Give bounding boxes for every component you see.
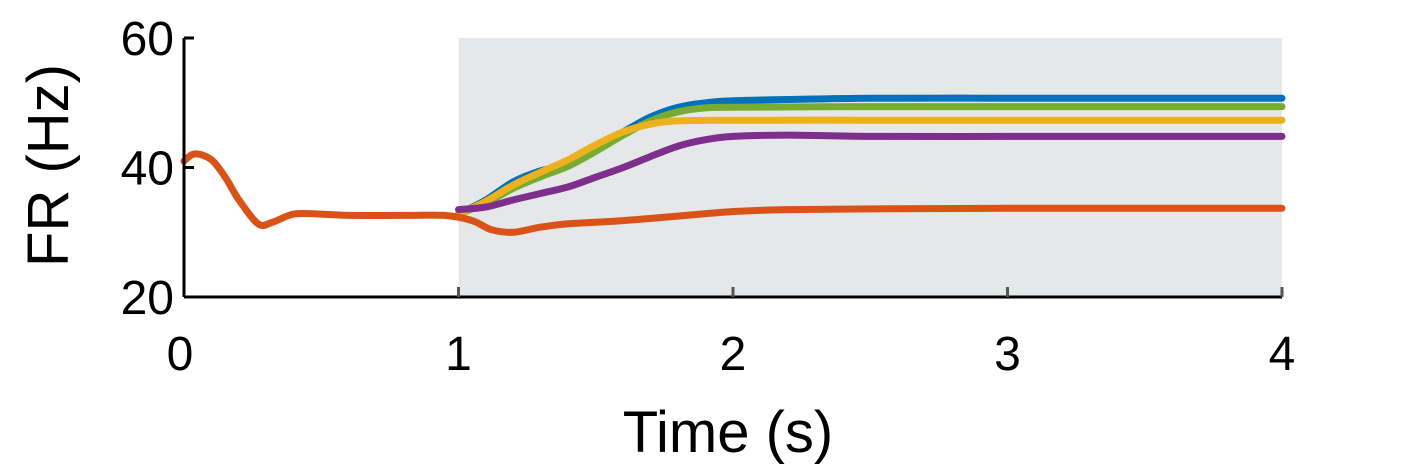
series-line-5 bbox=[180, 150, 1286, 236]
ticks-layer: 20 40 60 0 1 2 3 4 bbox=[121, 13, 1296, 381]
x-tick-label-0: 0 bbox=[167, 328, 194, 381]
series-layer bbox=[180, 94, 1286, 236]
x-tick-label-1: 1 bbox=[445, 328, 472, 381]
series-line-2 bbox=[455, 103, 1286, 218]
x-axis-label: Time (s) bbox=[623, 400, 833, 465]
y-axis-label: FR (Hz) bbox=[16, 64, 81, 267]
series-line-4 bbox=[455, 131, 1286, 214]
x-tick-label-2: 2 bbox=[720, 328, 747, 381]
x-tick-label-3: 3 bbox=[994, 328, 1021, 381]
series-line-3 bbox=[455, 116, 1286, 218]
y-tick-label-20: 20 bbox=[121, 272, 174, 325]
y-tick-label-60: 60 bbox=[121, 13, 174, 66]
y-tick-label-40: 40 bbox=[121, 143, 174, 196]
shaded-region bbox=[458, 38, 1282, 297]
x-tick-label-4: 4 bbox=[1269, 328, 1296, 381]
